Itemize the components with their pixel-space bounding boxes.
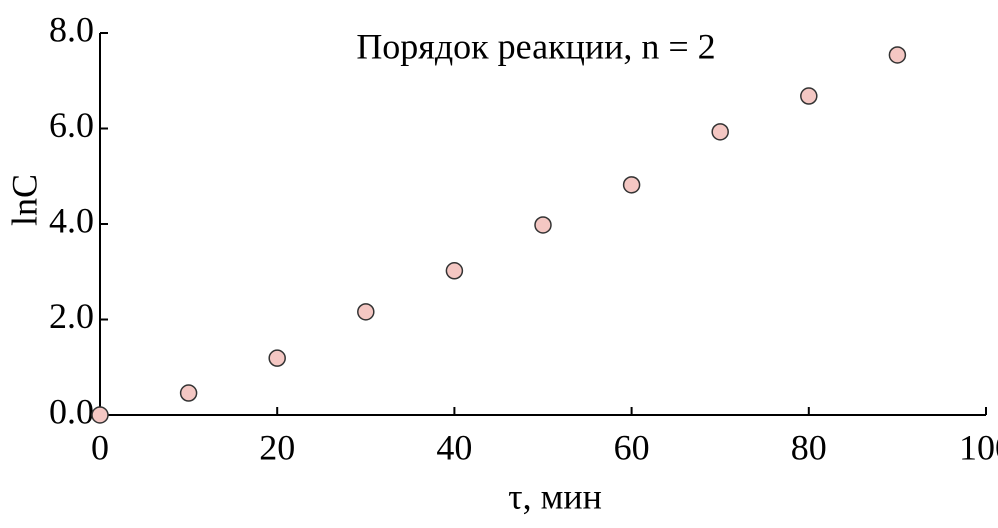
point xyxy=(622,176,641,194)
x-tick-label: 80 xyxy=(791,427,827,467)
chart-title: Порядок реакции, n = 2 xyxy=(356,26,715,66)
point xyxy=(357,303,375,321)
y-axis-label: lnC xyxy=(4,174,44,226)
point xyxy=(800,87,818,105)
y-tick-label: 2.0 xyxy=(49,296,94,336)
x-tick-label: 20 xyxy=(259,427,295,467)
point xyxy=(445,262,464,280)
point xyxy=(179,384,198,402)
point xyxy=(91,406,109,424)
x-tick-label: 0 xyxy=(91,427,109,467)
x-tick-label: 40 xyxy=(436,427,472,467)
x-axis-label: τ, мин xyxy=(508,476,602,516)
point xyxy=(534,216,552,234)
y-tick-label: 4.0 xyxy=(49,200,94,240)
point xyxy=(268,349,286,367)
x-tick-label: 60 xyxy=(614,427,650,467)
point xyxy=(888,46,907,64)
y-tick-label: 0.0 xyxy=(49,391,94,431)
x-tick-label: 100 xyxy=(959,427,998,467)
y-tick-label: 8.0 xyxy=(49,9,94,49)
point xyxy=(711,123,729,141)
y-tick-label: 6.0 xyxy=(49,105,94,145)
